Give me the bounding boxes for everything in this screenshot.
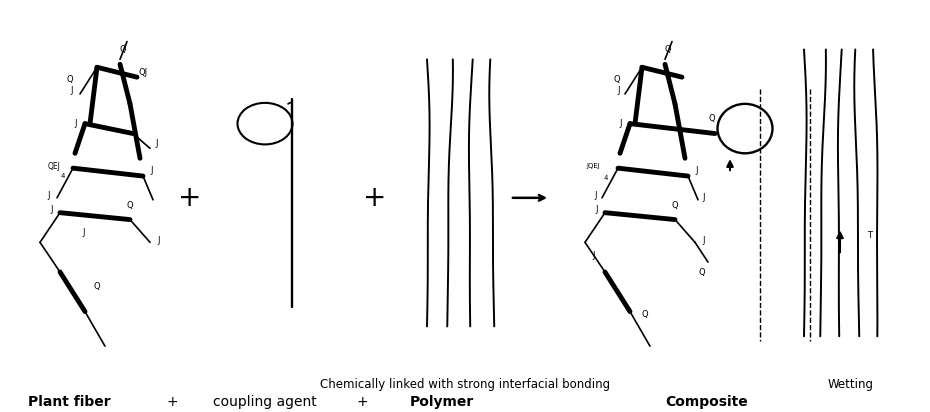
Text: Q: Q [665, 45, 671, 54]
Text: 4: 4 [604, 175, 608, 181]
Text: J: J [150, 166, 153, 175]
Text: J: J [595, 205, 598, 214]
Text: Q: Q [671, 201, 678, 210]
Text: JQEJ: JQEJ [586, 163, 600, 169]
Text: Composite: Composite [666, 395, 748, 409]
Text: 4: 4 [60, 173, 65, 179]
Text: QEJ: QEJ [47, 162, 60, 171]
Text: Q: Q [698, 267, 705, 276]
Text: coupling agent: coupling agent [213, 395, 317, 409]
Text: Plant fiber: Plant fiber [29, 395, 111, 409]
Text: J: J [83, 228, 85, 237]
Text: J: J [702, 236, 705, 245]
Text: +: + [179, 184, 202, 212]
Text: J: J [155, 139, 157, 148]
Text: +: + [166, 395, 178, 409]
Text: J: J [594, 191, 597, 200]
Text: Q: Q [614, 75, 620, 84]
Text: QJ: QJ [139, 68, 148, 77]
Text: J: J [618, 87, 620, 96]
Text: Chemically linked with strong interfacial bonding: Chemically linked with strong interfacia… [320, 378, 610, 391]
Text: J: J [47, 191, 50, 200]
Text: J: J [50, 205, 53, 214]
Text: J: J [71, 87, 73, 96]
Text: Q: Q [93, 282, 100, 291]
Text: J: J [592, 250, 595, 260]
Text: Q: Q [708, 114, 714, 123]
Text: J: J [695, 166, 698, 175]
Text: J: J [74, 119, 77, 128]
Text: Q: Q [66, 75, 73, 84]
Text: Q: Q [642, 310, 648, 319]
Text: +: + [357, 395, 368, 409]
Text: Wetting: Wetting [828, 378, 874, 391]
Text: Q: Q [120, 45, 126, 54]
Text: Q: Q [126, 201, 133, 210]
Text: J: J [619, 119, 622, 128]
Text: +: + [364, 184, 387, 212]
Text: J: J [702, 193, 705, 202]
Text: J: J [157, 236, 160, 245]
Text: Polymer: Polymer [409, 395, 474, 409]
Text: T: T [868, 231, 872, 240]
